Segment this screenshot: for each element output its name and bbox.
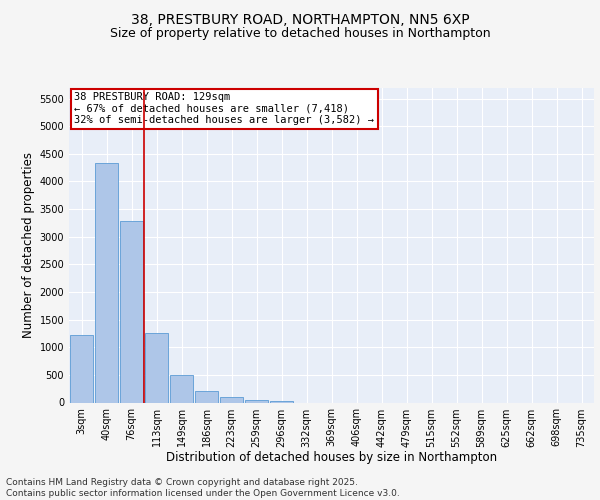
- Bar: [145, 334, 168, 402]
- Y-axis label: Number of detached properties: Number of detached properties: [22, 152, 35, 338]
- Bar: [95, 163, 118, 402]
- Text: 38 PRESTBURY ROAD: 129sqm
← 67% of detached houses are smaller (7,418)
32% of se: 38 PRESTBURY ROAD: 129sqm ← 67% of detac…: [74, 92, 374, 126]
- Bar: [220, 397, 243, 402]
- Bar: [195, 391, 218, 402]
- Bar: [245, 400, 268, 402]
- Bar: [270, 401, 293, 402]
- X-axis label: Distribution of detached houses by size in Northampton: Distribution of detached houses by size …: [166, 451, 497, 464]
- Bar: [170, 376, 193, 402]
- Bar: [120, 221, 143, 402]
- Text: Contains HM Land Registry data © Crown copyright and database right 2025.
Contai: Contains HM Land Registry data © Crown c…: [6, 478, 400, 498]
- Text: 38, PRESTBURY ROAD, NORTHAMPTON, NN5 6XP: 38, PRESTBURY ROAD, NORTHAMPTON, NN5 6XP: [131, 12, 469, 26]
- Bar: [70, 335, 93, 402]
- Text: Size of property relative to detached houses in Northampton: Size of property relative to detached ho…: [110, 28, 490, 40]
